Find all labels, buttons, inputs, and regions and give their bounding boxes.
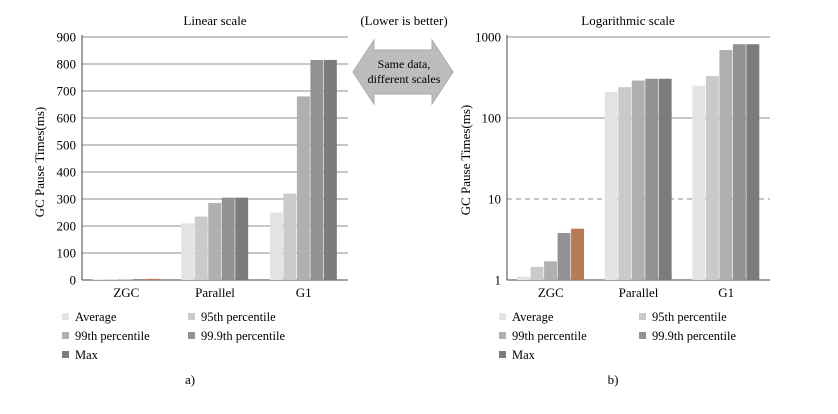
right-legend-swatch-max: [499, 351, 506, 358]
left-panel-sublabel: a): [185, 372, 195, 387]
left-legend-label-max: Max: [75, 348, 99, 362]
left-bar-parallel-99th-percentile: [208, 203, 222, 280]
right-bar-zgc-95th-percentile: [530, 266, 544, 280]
left-y-tick-label: 900: [57, 30, 77, 45]
left-y-tick-label: 100: [57, 246, 77, 261]
right-legend-swatch-99th-percentile: [499, 332, 506, 339]
right-bar-g1-99th-percentile: [719, 50, 733, 280]
left-legend-swatch-average: [62, 313, 69, 320]
right-legend-label-99-9th-percentile: 99.9th percentile: [652, 329, 736, 343]
left-y-tick-label: 800: [57, 57, 77, 72]
right-legend-label-max: Max: [512, 348, 536, 362]
left-bar-g1-average: [269, 212, 283, 280]
left-legend-swatch-99-9th-percentile: [188, 332, 195, 339]
left-bar-parallel-max: [235, 197, 249, 280]
right-x-tick-label-g1: G1: [718, 285, 734, 300]
right-y-tick-label: 1: [495, 273, 502, 288]
left-legend-swatch-95th-percentile: [188, 313, 195, 320]
arrow-label-line2: different scales: [368, 72, 441, 86]
right-bar-parallel-99-9th-percentile: [645, 78, 659, 280]
right-legend-label-99th-percentile: 99th percentile: [512, 329, 587, 343]
right-legend-swatch-average: [499, 313, 506, 320]
left-legend-label-99th-percentile: 99th percentile: [75, 329, 150, 343]
right-chart-title: Logarithmic scale: [581, 13, 675, 28]
right-legend-label-95th-percentile: 95th percentile: [652, 310, 727, 324]
left-x-tick-label-zgc: ZGC: [113, 285, 139, 300]
right-bar-zgc-average: [517, 276, 530, 280]
left-bar-zgc-average: [92, 279, 106, 280]
left-bar-zgc-99th-percentile: [119, 279, 133, 280]
left-y-tick-label: 400: [57, 165, 77, 180]
left-bar-parallel-average: [181, 223, 195, 280]
double-arrow-icon: Same data, different scales: [352, 38, 454, 106]
right-x-tick-label-zgc: ZGC: [538, 285, 564, 300]
right-bar-parallel-95th-percentile: [618, 87, 632, 281]
right-bar-zgc-max: [571, 228, 584, 280]
left-bar-g1-99th-percentile: [296, 96, 310, 281]
right-bar-g1-average: [692, 85, 706, 280]
left-y-tick-label: 600: [57, 111, 77, 126]
center-note: (Lower is better): [360, 13, 447, 28]
right-bar-g1-95th-percentile: [705, 76, 719, 281]
left-bar-zgc-99-9th-percentile: [133, 278, 146, 280]
left-bar-zgc-95th-percentile: [106, 279, 119, 280]
right-x-tick-label-parallel: Parallel: [619, 285, 659, 300]
right-chart: 1 10 100 1000 ZGC Parallel G1 Average 95th perce…: [475, 30, 770, 362]
left-bar-g1-95th-percentile: [283, 193, 297, 280]
left-legend-label-average: Average: [75, 310, 117, 324]
right-y-axis-title: GC Pause Times(ms): [458, 105, 473, 216]
left-bar-zgc-max: [146, 278, 160, 280]
left-chart-title: Linear scale: [183, 13, 246, 28]
left-legend-swatch-max: [62, 351, 69, 358]
right-bar-parallel-max: [658, 78, 672, 280]
left-y-tick-label: 200: [57, 219, 77, 234]
right-y-tick-label: 100: [482, 111, 502, 126]
left-y-axis-title: GC Pause Times(ms): [32, 107, 47, 218]
left-legend-swatch-99th-percentile: [62, 332, 69, 339]
left-bar-parallel-95th-percentile: [194, 216, 208, 280]
arrow-label-line1: Same data,: [378, 57, 431, 71]
right-bar-zgc-99th-percentile: [544, 261, 557, 280]
left-legend-label-95th-percentile: 95th percentile: [201, 310, 276, 324]
left-x-tick-label-g1: G1: [296, 285, 312, 300]
right-bar-g1-max: [746, 44, 760, 281]
left-bar-parallel-99-9th-percentile: [221, 197, 235, 280]
left-y-tick-label: 700: [57, 84, 77, 99]
right-bar-parallel-99th-percentile: [631, 80, 645, 280]
right-legend-swatch-95th-percentile: [639, 313, 646, 320]
right-bar-zgc-99-9th-percentile: [557, 233, 571, 280]
left-x-tick-label-parallel: Parallel: [195, 285, 235, 300]
right-y-tick-label: 1000: [475, 30, 501, 45]
left-y-tick-label: 300: [57, 192, 77, 207]
right-bar-parallel-average: [604, 91, 618, 280]
left-y-tick-label: 500: [57, 138, 77, 153]
left-bar-g1-max: [323, 59, 337, 281]
right-y-tick-label: 10: [488, 192, 501, 207]
left-chart: 0 100 200 300 400 500 600 700 800 900 ZGC Parallel G…: [57, 30, 348, 362]
right-legend-swatch-99-9th-percentile: [639, 332, 646, 339]
right-bar-g1-99-9th-percentile: [732, 44, 746, 281]
left-legend-label-99-9th-percentile: 99.9th percentile: [201, 329, 285, 343]
left-bar-g1-99-9th-percentile: [310, 59, 324, 281]
right-legend-label-average: Average: [512, 310, 554, 324]
right-panel-sublabel: b): [608, 372, 619, 387]
left-y-tick-label: 0: [70, 273, 77, 288]
